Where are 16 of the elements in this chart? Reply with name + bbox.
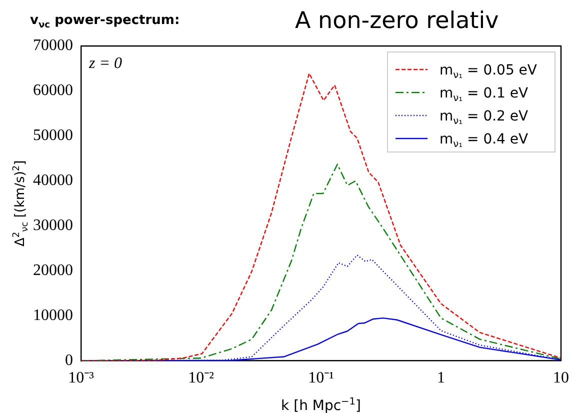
y-tick-label: 50000 xyxy=(33,127,73,144)
x-tick-label: 10⁻¹ xyxy=(308,370,334,387)
x-tick-label: 10⁻² xyxy=(188,370,214,387)
x-tick-label: 1 xyxy=(437,370,445,387)
y-axis-title: Δ2νc [(km/s)2] xyxy=(12,160,30,247)
y-tick-label: 20000 xyxy=(33,262,73,280)
y-tick-label: 70000 xyxy=(33,37,73,54)
y-tick-label: 30000 xyxy=(33,217,73,234)
x-tick-label: 10⁻³ xyxy=(68,370,94,387)
y-tick-label: 0 xyxy=(65,352,73,370)
chart-subtitle: A non-zero relativ xyxy=(295,8,499,34)
x-tick-label: 10 xyxy=(553,370,569,387)
y-tick-label: 60000 xyxy=(33,82,73,100)
y-tick-label: 40000 xyxy=(33,172,73,190)
y-tick-label: 10000 xyxy=(33,307,73,324)
annotation: z = 0 xyxy=(88,55,122,72)
